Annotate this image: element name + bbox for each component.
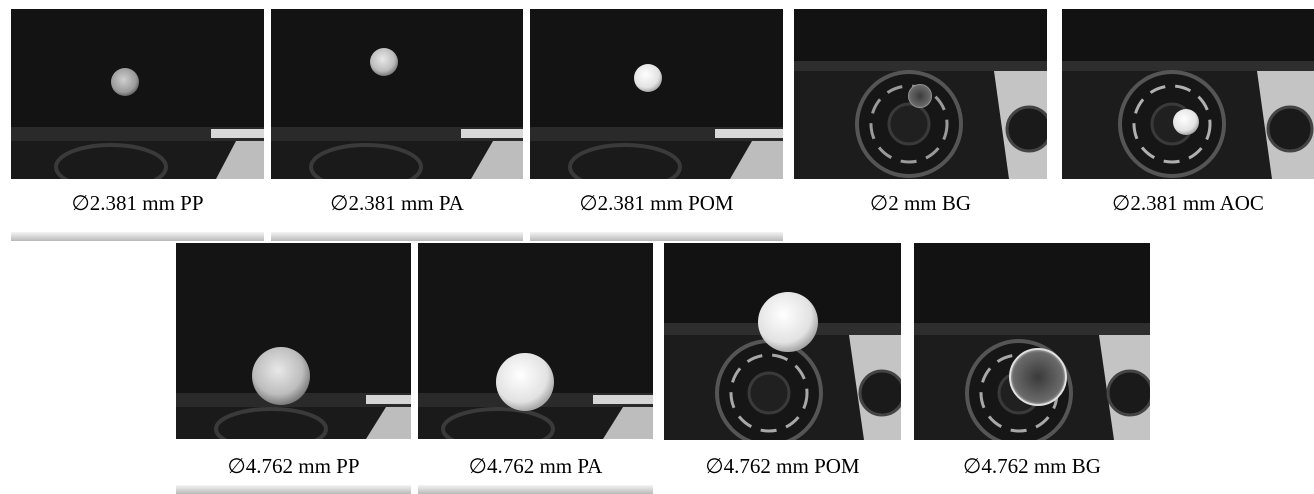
- photo-pa-large: [418, 243, 653, 439]
- caption: ∅4.762 mm POM: [664, 454, 901, 479]
- caption: ∅4.762 mm BG: [914, 454, 1150, 479]
- photo-pp-large: [176, 243, 411, 439]
- photo-panel-7: ∅4.762 mm PA: [418, 243, 653, 494]
- photo-pp-small: [11, 9, 264, 179]
- photo-panel-3: ∅2.381 mm POM: [530, 9, 783, 241]
- photo-panel-8: ∅4.762 mm POM: [664, 243, 901, 494]
- photo-bg-large: [914, 243, 1150, 440]
- photo-panel-1: ∅2.381 mm PP: [11, 9, 264, 241]
- caption: ∅2 mm BG: [794, 191, 1047, 216]
- photo-bg-small: [794, 9, 1047, 179]
- caption: ∅4.762 mm PA: [418, 454, 653, 479]
- photo-pa-small: [271, 9, 523, 179]
- caption: ∅2.381 mm PP: [11, 191, 264, 216]
- caption: ∅2.381 mm POM: [530, 191, 783, 216]
- photo-pom-small: [530, 9, 783, 179]
- caption: ∅4.762 mm PP: [176, 454, 411, 479]
- caption: ∅2.381 mm PA: [271, 191, 523, 216]
- photo-panel-9: ∅4.762 mm BG: [914, 243, 1150, 494]
- photo-pom-large: [664, 243, 901, 440]
- photo-panel-5: ∅2.381 mm AOC: [1062, 9, 1314, 241]
- photo-panel-6: ∅4.762 mm PP: [176, 243, 411, 494]
- photo-panel-4: ∅2 mm BG: [794, 9, 1047, 241]
- caption: ∅2.381 mm AOC: [1062, 191, 1314, 216]
- photo-aoc-small: [1062, 9, 1314, 179]
- photo-panel-2: ∅2.381 mm PA: [271, 9, 523, 241]
